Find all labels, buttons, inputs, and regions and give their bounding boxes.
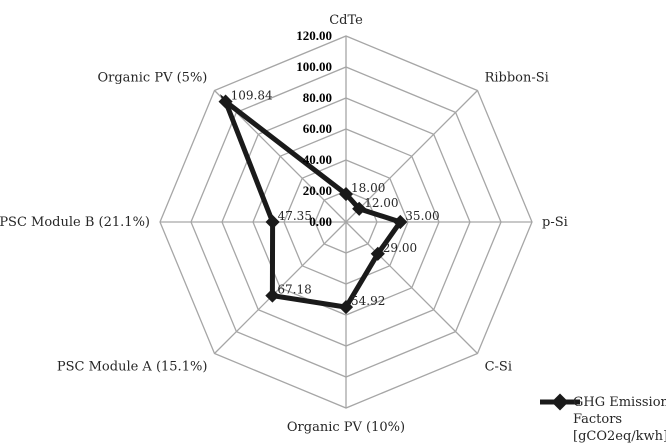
category-label: Ribbon-Si	[485, 70, 549, 85]
legend-line-1: GHG Emission	[573, 395, 666, 410]
category-label: Organic PV (5%)	[97, 70, 207, 85]
data-point	[352, 201, 367, 216]
data-point	[265, 214, 280, 230]
legend-marker	[551, 393, 569, 411]
data-label: 29.00	[383, 241, 417, 255]
tick-label: 80.00	[303, 90, 332, 105]
data-point	[338, 300, 354, 315]
tick-label: 60.00	[303, 121, 332, 136]
grid-spoke	[345, 90, 478, 223]
data-point	[338, 187, 354, 202]
data-label: 35.00	[405, 209, 439, 223]
data-point	[370, 246, 385, 261]
category-label: CdTe	[329, 13, 363, 28]
series-layer	[218, 94, 408, 315]
grid-spoke	[345, 221, 478, 354]
data-label: 18.00	[351, 181, 385, 195]
category-label: C-Si	[485, 360, 512, 375]
category-label: Organic PV (10%)	[287, 420, 405, 435]
legend: GHG Emission Factors [gCO2eq/kwh]	[540, 393, 666, 444]
tick-label: 120.00	[296, 28, 332, 43]
radar-grid	[159, 35, 533, 409]
tick-label: 100.00	[296, 59, 332, 74]
tick-label: 0.00	[309, 214, 332, 229]
data-label: 47.35	[278, 209, 312, 223]
legend-line-3: [gCO2eq/kwh]	[573, 429, 666, 444]
tick-label: 20.00	[303, 183, 332, 198]
category-label: p-Si	[542, 215, 568, 230]
data-label: 12.00	[364, 196, 398, 210]
data-point	[393, 214, 408, 230]
category-label: PSC Module A (15.1%)	[57, 360, 208, 375]
data-point	[265, 288, 280, 303]
data-label: 109.84	[231, 89, 273, 103]
legend-line-2: Factors	[573, 412, 622, 427]
category-label: PSC Module B (21.1%)	[0, 215, 150, 230]
label-layer: 0.00 20.00 40.00 60.00 80.00 100.00 120.00CdTe…	[0, 13, 568, 435]
data-label: 67.18	[277, 283, 311, 297]
data-label: 54.92	[351, 294, 385, 308]
tick-label: 40.00	[303, 152, 332, 167]
grid-spoke	[214, 221, 347, 354]
